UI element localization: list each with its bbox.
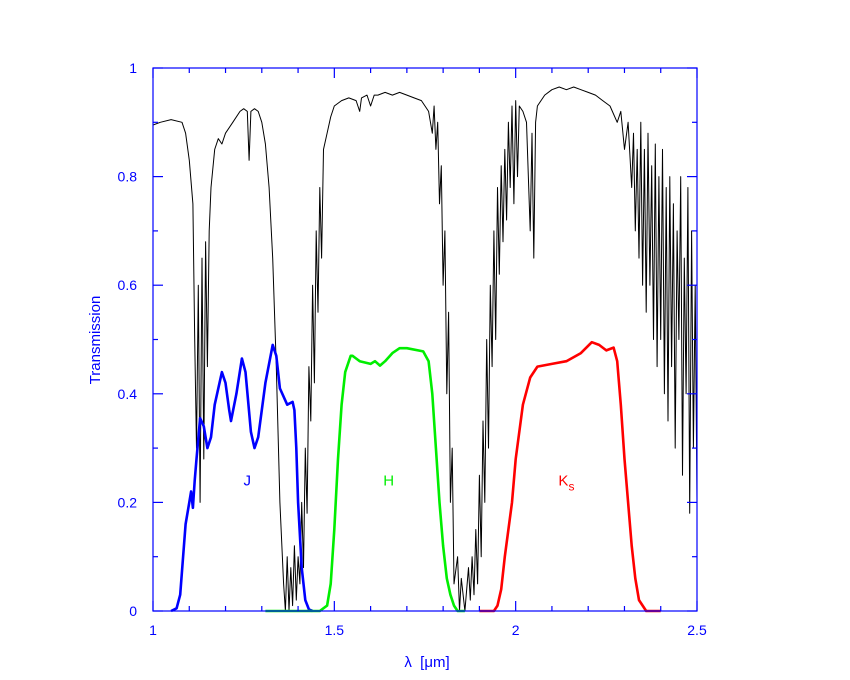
- x-axis-title: λ [μm]: [404, 654, 449, 671]
- series-atmosphere-line: [152, 86, 698, 612]
- x-tick-label: 2: [512, 622, 520, 638]
- series-j-line: [170, 343, 314, 613]
- y-tick-label: 1: [129, 60, 137, 76]
- y-tick-label: 0.6: [118, 277, 138, 293]
- plot-frame: [152, 67, 698, 612]
- x-tick-label: 2.5: [687, 622, 707, 638]
- band-label-subscript: s: [568, 479, 574, 493]
- ticks: 1 1.5 2 2.5 0 0.2 0.4 0.6 0.8 1: [118, 60, 707, 638]
- y-tick-label: 0.8: [118, 169, 138, 185]
- curves: [152, 86, 698, 613]
- x-tick-label: 1: [149, 622, 157, 638]
- y-axis-title: Transmission: [87, 296, 104, 385]
- band-label-ks: Ks: [558, 472, 574, 493]
- band-labels: J H Ks: [244, 472, 575, 493]
- band-label-j: J: [244, 472, 252, 489]
- y-tick-label: 0: [129, 603, 137, 619]
- y-tick-label: 0.2: [118, 494, 138, 510]
- band-label-h: H: [383, 472, 394, 489]
- x-tick-label: 1.5: [325, 622, 345, 638]
- y-tick-label: 0.4: [118, 386, 138, 402]
- series-ks-line: [479, 340, 661, 613]
- series-h-line: [265, 346, 465, 613]
